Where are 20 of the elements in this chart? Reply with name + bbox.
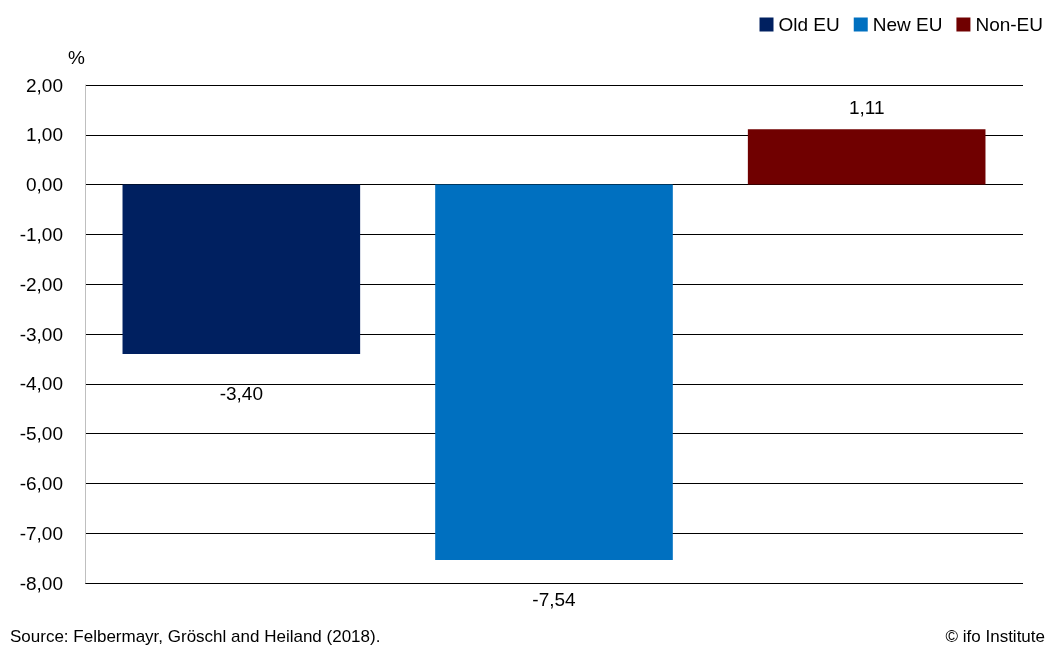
y-tick-label: -5,00 [19,423,63,445]
y-tick-label: 0,00 [26,174,63,196]
legend-label: New EU [872,14,943,35]
data-label: 1,11 [848,97,885,119]
data-label: -7,54 [532,589,577,611]
y-tick-label: 2,00 [26,74,63,96]
source-note: Source: Felbermayr, Gröschl and Heiland (2018). [10,627,381,646]
legend-label: Old EU [778,14,840,35]
y-tick-label: -1,00 [19,223,63,245]
y-tick-label: -6,00 [19,472,63,494]
data-label: -3,40 [219,382,263,404]
y-axis-title: % [68,47,86,68]
y-tick-label: -4,00 [19,373,63,395]
text: © ifo Institute [945,627,1046,646]
legend-label: Non-EU [975,14,1043,35]
y-tick-label: 1,00 [26,124,63,146]
y-tick-label: -7,00 [19,522,63,544]
y-tick-label: -3,00 [19,323,63,345]
y-tick-label: -8,00 [19,572,63,594]
y-tick-label: -2,00 [19,273,63,295]
